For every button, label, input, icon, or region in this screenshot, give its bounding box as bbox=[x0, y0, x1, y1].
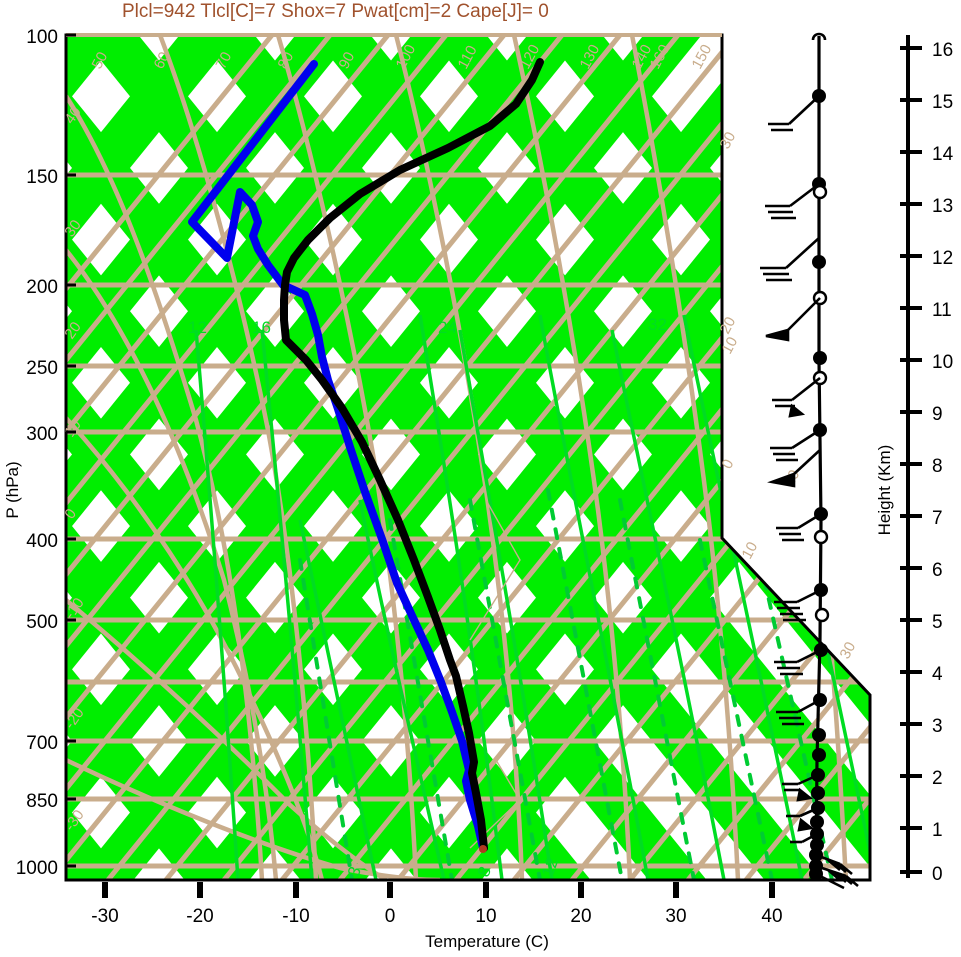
htick-5: 5 bbox=[932, 612, 943, 633]
svg-text:60: 60 bbox=[151, 49, 174, 72]
temperature-axis: -30 -20 -10 0 10 20 30 40 Temperature (C… bbox=[91, 882, 783, 951]
pressure-axis-title: P (hPa) bbox=[3, 461, 22, 518]
htick-14: 14 bbox=[932, 144, 954, 165]
htick-15: 15 bbox=[932, 92, 953, 113]
ytick-850: 850 bbox=[26, 791, 58, 812]
pressure-axis: 100 150 200 250 300 400 500 700 850 1000… bbox=[3, 27, 76, 879]
svg-text:50: 50 bbox=[89, 49, 112, 72]
htick-10: 10 bbox=[932, 352, 953, 373]
htick-1: 1 bbox=[932, 820, 943, 841]
xtick-10: 10 bbox=[475, 906, 496, 927]
htick-16: 16 bbox=[932, 40, 953, 61]
svg-text:30: 30 bbox=[717, 129, 740, 152]
svg-text:20: 20 bbox=[61, 319, 84, 342]
dry-adiabat-left-labels: 40 30 20 10 0 -10 -20 -30 bbox=[61, 104, 87, 834]
htick-3: 3 bbox=[932, 716, 943, 737]
xtick-40: 40 bbox=[761, 906, 782, 927]
xtick--10: -10 bbox=[282, 906, 309, 927]
dry-adiabats bbox=[66, 35, 849, 880]
svg-text:20: 20 bbox=[717, 314, 740, 337]
xtick-30: 30 bbox=[665, 906, 686, 927]
isotherm-label-10: 10 bbox=[719, 334, 742, 357]
svg-text:32: 32 bbox=[648, 315, 667, 334]
wind-barb-profile bbox=[760, 32, 859, 890]
wind-barbs bbox=[760, 95, 859, 890]
ytick-150: 150 bbox=[26, 167, 58, 188]
xtick-0: 0 bbox=[385, 906, 396, 927]
temperature-curve bbox=[280, 58, 544, 852]
temperature-axis-title: Temperature (C) bbox=[425, 932, 549, 951]
svg-text:16: 16 bbox=[252, 318, 271, 337]
htick-9: 9 bbox=[932, 404, 943, 425]
isotherm-label-30b: 30 bbox=[837, 639, 860, 662]
ytick-100: 100 bbox=[26, 27, 58, 48]
htick-11: 11 bbox=[932, 300, 952, 321]
htick-7: 7 bbox=[932, 508, 943, 529]
svg-text:30: 30 bbox=[61, 217, 84, 240]
svg-text:12: 12 bbox=[188, 318, 207, 337]
xtick--30: -30 bbox=[91, 906, 118, 927]
ytick-400: 400 bbox=[26, 531, 58, 552]
xtick--20: -20 bbox=[186, 906, 213, 927]
ytick-1000: 1000 bbox=[16, 858, 58, 879]
ytick-300: 300 bbox=[26, 424, 58, 445]
xtick-20: 20 bbox=[570, 906, 591, 927]
htick-6: 6 bbox=[932, 560, 943, 581]
mixing-ratio-lines bbox=[298, 488, 834, 880]
htick-8: 8 bbox=[932, 456, 943, 477]
htick-2: 2 bbox=[932, 768, 943, 789]
ytick-250: 250 bbox=[26, 358, 58, 379]
htick-13: 13 bbox=[932, 196, 953, 217]
ytick-700: 700 bbox=[26, 733, 58, 754]
ytick-200: 200 bbox=[26, 277, 58, 298]
page-title: Plcl=942 Tlcl[C]=7 Shox=7 Pwat[cm]=2 Cap… bbox=[122, 1, 549, 22]
htick-4: 4 bbox=[932, 664, 943, 685]
svg-text:40: 40 bbox=[61, 104, 84, 127]
svg-text:90: 90 bbox=[336, 49, 359, 72]
htick-12: 12 bbox=[932, 248, 953, 269]
height-axis-title: Height (Km) bbox=[875, 445, 894, 536]
height-axis: 16 15 14 13 12 11 10 9 8 7 6 5 4 3 2 1 0… bbox=[875, 35, 954, 885]
isotherm-slope-label: 10 bbox=[739, 539, 762, 562]
svg-text:70: 70 bbox=[213, 49, 236, 72]
moist-adiabat-labels: 12 16 24 32 bbox=[188, 315, 667, 337]
thin-construction-lines bbox=[469, 499, 521, 849]
htick-0: 0 bbox=[932, 864, 943, 885]
svg-text:10: 10 bbox=[61, 417, 84, 440]
ytick-500: 500 bbox=[26, 612, 58, 633]
isotherm-right-labels: 30 20 bbox=[717, 129, 740, 337]
svg-text:24: 24 bbox=[438, 318, 457, 337]
svg-text:80: 80 bbox=[275, 49, 298, 72]
surface-parcel-marker bbox=[479, 845, 487, 853]
